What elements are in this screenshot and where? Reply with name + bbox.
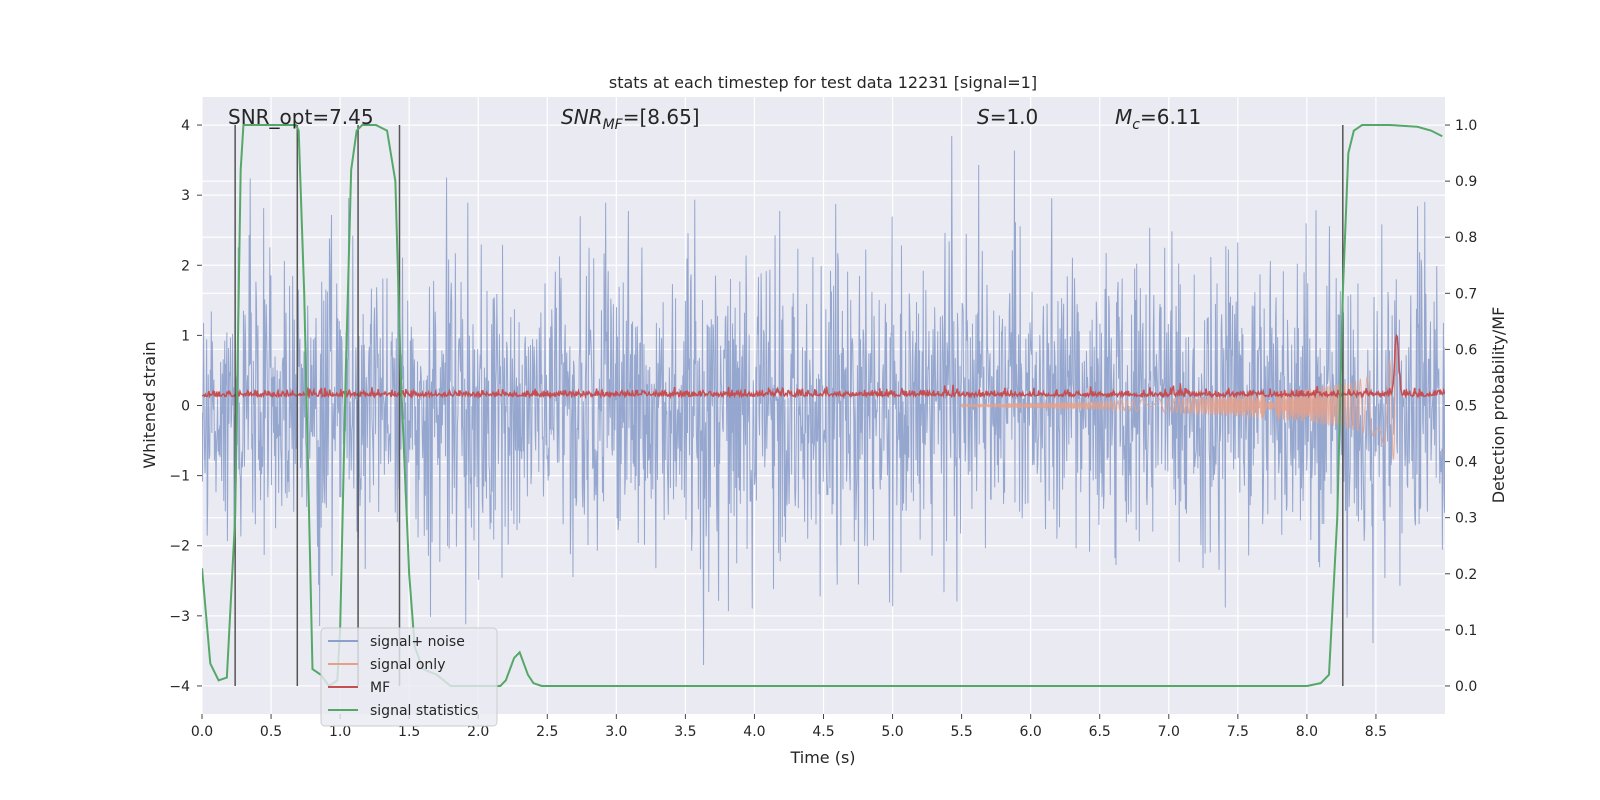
legend-entry-signal: signal only (370, 657, 445, 673)
signal-trace (961, 344, 1398, 460)
y-right-tick-label-7: 0.3 (1455, 511, 1477, 527)
x-axis-ticks: 0.0 0.5 1.0 1.5 2.0 2.5 3.0 3.5 4.0 4.5 5.0 5.5 6.0 6… (191, 714, 1387, 740)
x-tick-label-17: 8.5 (1365, 724, 1387, 740)
annotation-snr-opt: SNR_opt=7.45 (228, 105, 374, 129)
x-tick-label-16: 8.0 (1296, 724, 1318, 740)
x-tick-label-10: 5.0 (881, 724, 903, 740)
x-tick-label-11: 5.5 (950, 724, 972, 740)
legend-entry-mf: MF (370, 680, 390, 696)
x-tick-label-12: 6.0 (1020, 724, 1042, 740)
annotation-s: S=1.0 (977, 105, 1038, 129)
y-tick-label-4: 0 (181, 399, 190, 415)
y-right-tick-label-1: 0.9 (1455, 174, 1477, 190)
y-right-tick-label-5: 0.5 (1455, 399, 1477, 415)
y-tick-label-1: 3 (181, 188, 190, 204)
annotation-mc-subscript: c (1132, 117, 1140, 133)
x-tick-label-2: 1.0 (329, 724, 351, 740)
x-tick-label-9: 4.5 (812, 724, 834, 740)
chart-title: stats at each timestep for test data 122… (609, 73, 1037, 92)
legend-frame (320, 627, 498, 727)
vertical-markers (234, 125, 1344, 686)
y-axis-label: Whitened strain (140, 341, 159, 468)
annotation-snr-mf-symbol: SNR (561, 105, 603, 129)
annotation-s-symbol: S (977, 105, 990, 129)
y-tick-label-8: −4 (169, 679, 190, 695)
x-tick-label-3: 1.5 (398, 724, 420, 740)
x-tick-label-14: 7.0 (1158, 724, 1180, 740)
noise-trace (202, 135, 1445, 665)
x-tick-label-8: 4.0 (743, 724, 765, 740)
y-axis-right-label: Detection probability/MF (1489, 307, 1508, 504)
y-right-tick-label-8: 0.2 (1455, 567, 1477, 583)
annotation-snr-mf: SNRMF=[8.65] (561, 105, 700, 133)
series-mf (202, 333, 1445, 400)
x-tick-label-13: 6.5 (1089, 724, 1111, 740)
annotation-snr-mf-value: =[8.65] (623, 105, 700, 129)
y-axis-ticks: 4 3 2 1 0 −1 −2 −3 −4 (169, 118, 202, 695)
y-tick-label-5: −1 (169, 469, 190, 485)
x-tick-label-6: 3.0 (605, 724, 627, 740)
x-tick-label-5: 2.5 (536, 724, 558, 740)
x-axis-label: Time (s) (789, 748, 855, 767)
annotation-mc-value: =6.11 (1140, 105, 1201, 129)
y-tick-label-3: 1 (181, 328, 190, 344)
y-right-tick-label-0: 1.0 (1455, 118, 1477, 134)
series-signal-only (961, 344, 1398, 460)
y-right-tick-label-2: 0.8 (1455, 230, 1477, 246)
annotation-mc: Mc=6.11 (1115, 105, 1201, 133)
x-tick-label-0: 0.0 (191, 724, 213, 740)
x-tick-label-15: 7.5 (1227, 724, 1249, 740)
x-tick-label-7: 3.5 (674, 724, 696, 740)
y-tick-label-6: −2 (169, 539, 190, 555)
y-right-tick-label-4: 0.6 (1455, 342, 1477, 358)
legend: signal+ noise signal only MF signal stat… (320, 627, 498, 727)
legend-entry-noise: signal+ noise (370, 634, 465, 650)
y-right-tick-label-3: 0.7 (1455, 286, 1477, 302)
y-right-tick-label-9: 0.1 (1455, 623, 1477, 639)
legend-entry-stat: signal statistics (370, 703, 478, 719)
annotation-s-value: =1.0 (990, 105, 1039, 129)
y-right-tick-label-6: 0.4 (1455, 455, 1477, 471)
y-tick-label-2: 2 (181, 258, 190, 274)
y-axis-right-ticks: 1.0 0.9 0.8 0.7 0.6 0.5 0.4 0.3 0.2 0.1 0.0 (1445, 118, 1477, 695)
annotation-snr-mf-subscript: MF (603, 117, 624, 133)
mf-trace (202, 333, 1445, 400)
annotation-mc-symbol: M (1115, 105, 1132, 129)
x-tick-label-4: 2.0 (467, 724, 489, 740)
y-right-tick-label-10: 0.0 (1455, 679, 1477, 695)
y-tick-label-7: −3 (169, 609, 190, 625)
series-signal-plus-noise (202, 135, 1445, 665)
x-tick-label-1: 0.5 (260, 724, 282, 740)
y-tick-label-0: 4 (181, 118, 190, 134)
